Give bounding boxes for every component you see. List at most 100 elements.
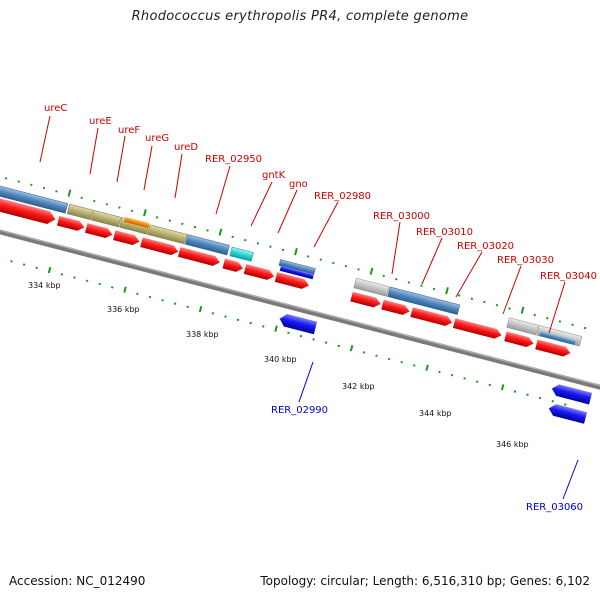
minor-tick (148, 295, 152, 299)
gene-box-RER-03000[interactable] (353, 277, 390, 297)
callout-RER-03010 (421, 237, 443, 285)
outer-tick-row (4, 177, 587, 330)
minor-tick (256, 242, 260, 245)
cds-arrow-RER-03030[interactable] (452, 318, 503, 340)
gene-label-ureC[interactable]: ureC (44, 103, 67, 114)
major-tick (369, 267, 374, 275)
gene-box-RER-02950[interactable] (185, 234, 230, 256)
minor-tick (583, 326, 587, 330)
gene-label-ureE[interactable]: ureE (89, 116, 112, 127)
major-tick (294, 248, 298, 256)
minor-tick (269, 245, 272, 248)
scale-label-338: 338 kbp (186, 330, 219, 339)
gene-label-RER-03060[interactable]: RER_03060 (526, 502, 583, 513)
cds-arrow-RER-03020[interactable] (410, 307, 453, 327)
callout-ureF (116, 135, 126, 183)
cds-arrow-ureE[interactable] (56, 215, 86, 232)
minor-tick (281, 248, 285, 252)
gene-label-RER-02950[interactable]: RER_02950 (205, 154, 262, 165)
cds-arrow-RER-03050[interactable] (535, 339, 571, 358)
cds-arrow-RER-02980[interactable] (274, 272, 310, 290)
cds-arrow-ureF[interactable] (84, 223, 114, 239)
genome-backbone-highlight (0, 221, 600, 399)
cds-arrow-RER-03010[interactable] (381, 299, 411, 317)
gene-label-RER-03040[interactable]: RER_03040 (540, 271, 597, 282)
cds-arrow-gno[interactable] (243, 264, 276, 281)
minor-tick (312, 338, 315, 341)
gene-label-RER-02990[interactable]: RER_02990 (271, 405, 328, 416)
gene-label-gno[interactable]: gno (289, 179, 308, 190)
minor-tick (488, 383, 492, 387)
gene-box-RER-03030[interactable] (506, 317, 539, 336)
callout-RER-03020 (455, 251, 483, 298)
gene-label-RER-03010[interactable]: RER_03010 (416, 227, 473, 238)
gene-label-RER-03000[interactable]: RER_03000 (373, 211, 430, 222)
inner-tick-row (0, 256, 567, 406)
major-tick (143, 209, 147, 217)
gene-box-ureE[interactable] (66, 203, 94, 221)
cds-arrow-RER-03000[interactable] (350, 291, 382, 309)
gene-box-gntK[interactable] (229, 246, 254, 262)
minor-tick (564, 403, 567, 406)
minor-tick (420, 284, 423, 287)
major-tick (274, 325, 278, 332)
cds-arrow-RER-03040[interactable] (504, 331, 535, 349)
cds-arrow-RER-03060-lower[interactable] (547, 403, 588, 424)
minor-tick (337, 344, 340, 348)
callout-RER-02980 (313, 201, 339, 248)
gene-label-ureF[interactable]: ureF (118, 125, 140, 136)
gene-label-RER-03030[interactable]: RER_03030 (497, 255, 554, 266)
gene-box-ureD[interactable] (147, 224, 188, 245)
genome-summary-text: Topology: circular; Length: 6,516,310 bp… (260, 574, 590, 588)
gene-box-ureG-highlight (124, 216, 150, 228)
minor-tick (35, 266, 38, 270)
callout-RER-03060 (562, 459, 579, 500)
gene-label-gntK[interactable]: gntK (262, 170, 286, 181)
minor-tick (526, 393, 529, 396)
gene-label-ureG[interactable]: ureG (145, 133, 169, 144)
gene-labels-reverse: RER_02990 RER_03060 (271, 405, 583, 513)
major-tick (445, 287, 449, 295)
callout-RER-03000 (391, 221, 401, 275)
major-tick (520, 306, 525, 314)
minor-tick (193, 225, 197, 229)
scale-label-344: 344 kbp (419, 409, 452, 418)
callout-gno (277, 189, 298, 234)
minor-tick (362, 351, 366, 354)
minor-tick (546, 317, 549, 320)
major-tick (47, 266, 52, 274)
cds-arrow-ureD[interactable] (140, 237, 179, 256)
cds-bar-RER-02980-reverse[interactable] (279, 265, 314, 280)
minor-tick (438, 370, 441, 374)
scale-label-342: 342 kbp (342, 382, 375, 391)
minor-tick (244, 238, 247, 242)
cds-arrow-ureG[interactable] (113, 230, 141, 246)
cds-arrow-RER-02950[interactable] (177, 247, 221, 267)
minor-tick (450, 373, 454, 377)
major-tick (218, 228, 223, 236)
major-tick (500, 384, 505, 391)
cds-arrow-gntK[interactable] (222, 258, 244, 274)
minor-tick (262, 325, 265, 328)
minor-tick (538, 396, 542, 400)
cds-arrow-RER-02990[interactable] (278, 312, 318, 335)
gene-label-RER-02980[interactable]: RER_02980 (314, 191, 371, 202)
gene-box-RER-03010[interactable] (387, 286, 461, 315)
scale-label-346: 346 kbp (496, 440, 529, 449)
gene-label-RER-03020[interactable]: RER_03020 (457, 241, 514, 252)
minor-tick (224, 315, 227, 318)
minor-tick (306, 255, 310, 258)
minor-tick (407, 281, 411, 284)
cds-arrow-ureC[interactable] (0, 195, 57, 226)
minor-tick (168, 219, 171, 222)
minor-tick (249, 321, 252, 325)
gene-box-ureF[interactable] (91, 209, 122, 228)
callout-RER-03040 (548, 281, 566, 334)
minor-tick (395, 277, 398, 281)
cds-arrow-RER-03060[interactable] (550, 383, 593, 405)
gene-label-ureD[interactable]: ureD (174, 142, 198, 153)
minor-tick (432, 287, 436, 291)
gene-box-ureC[interactable] (0, 183, 69, 214)
minor-tick (319, 258, 322, 261)
minor-tick (375, 354, 378, 357)
